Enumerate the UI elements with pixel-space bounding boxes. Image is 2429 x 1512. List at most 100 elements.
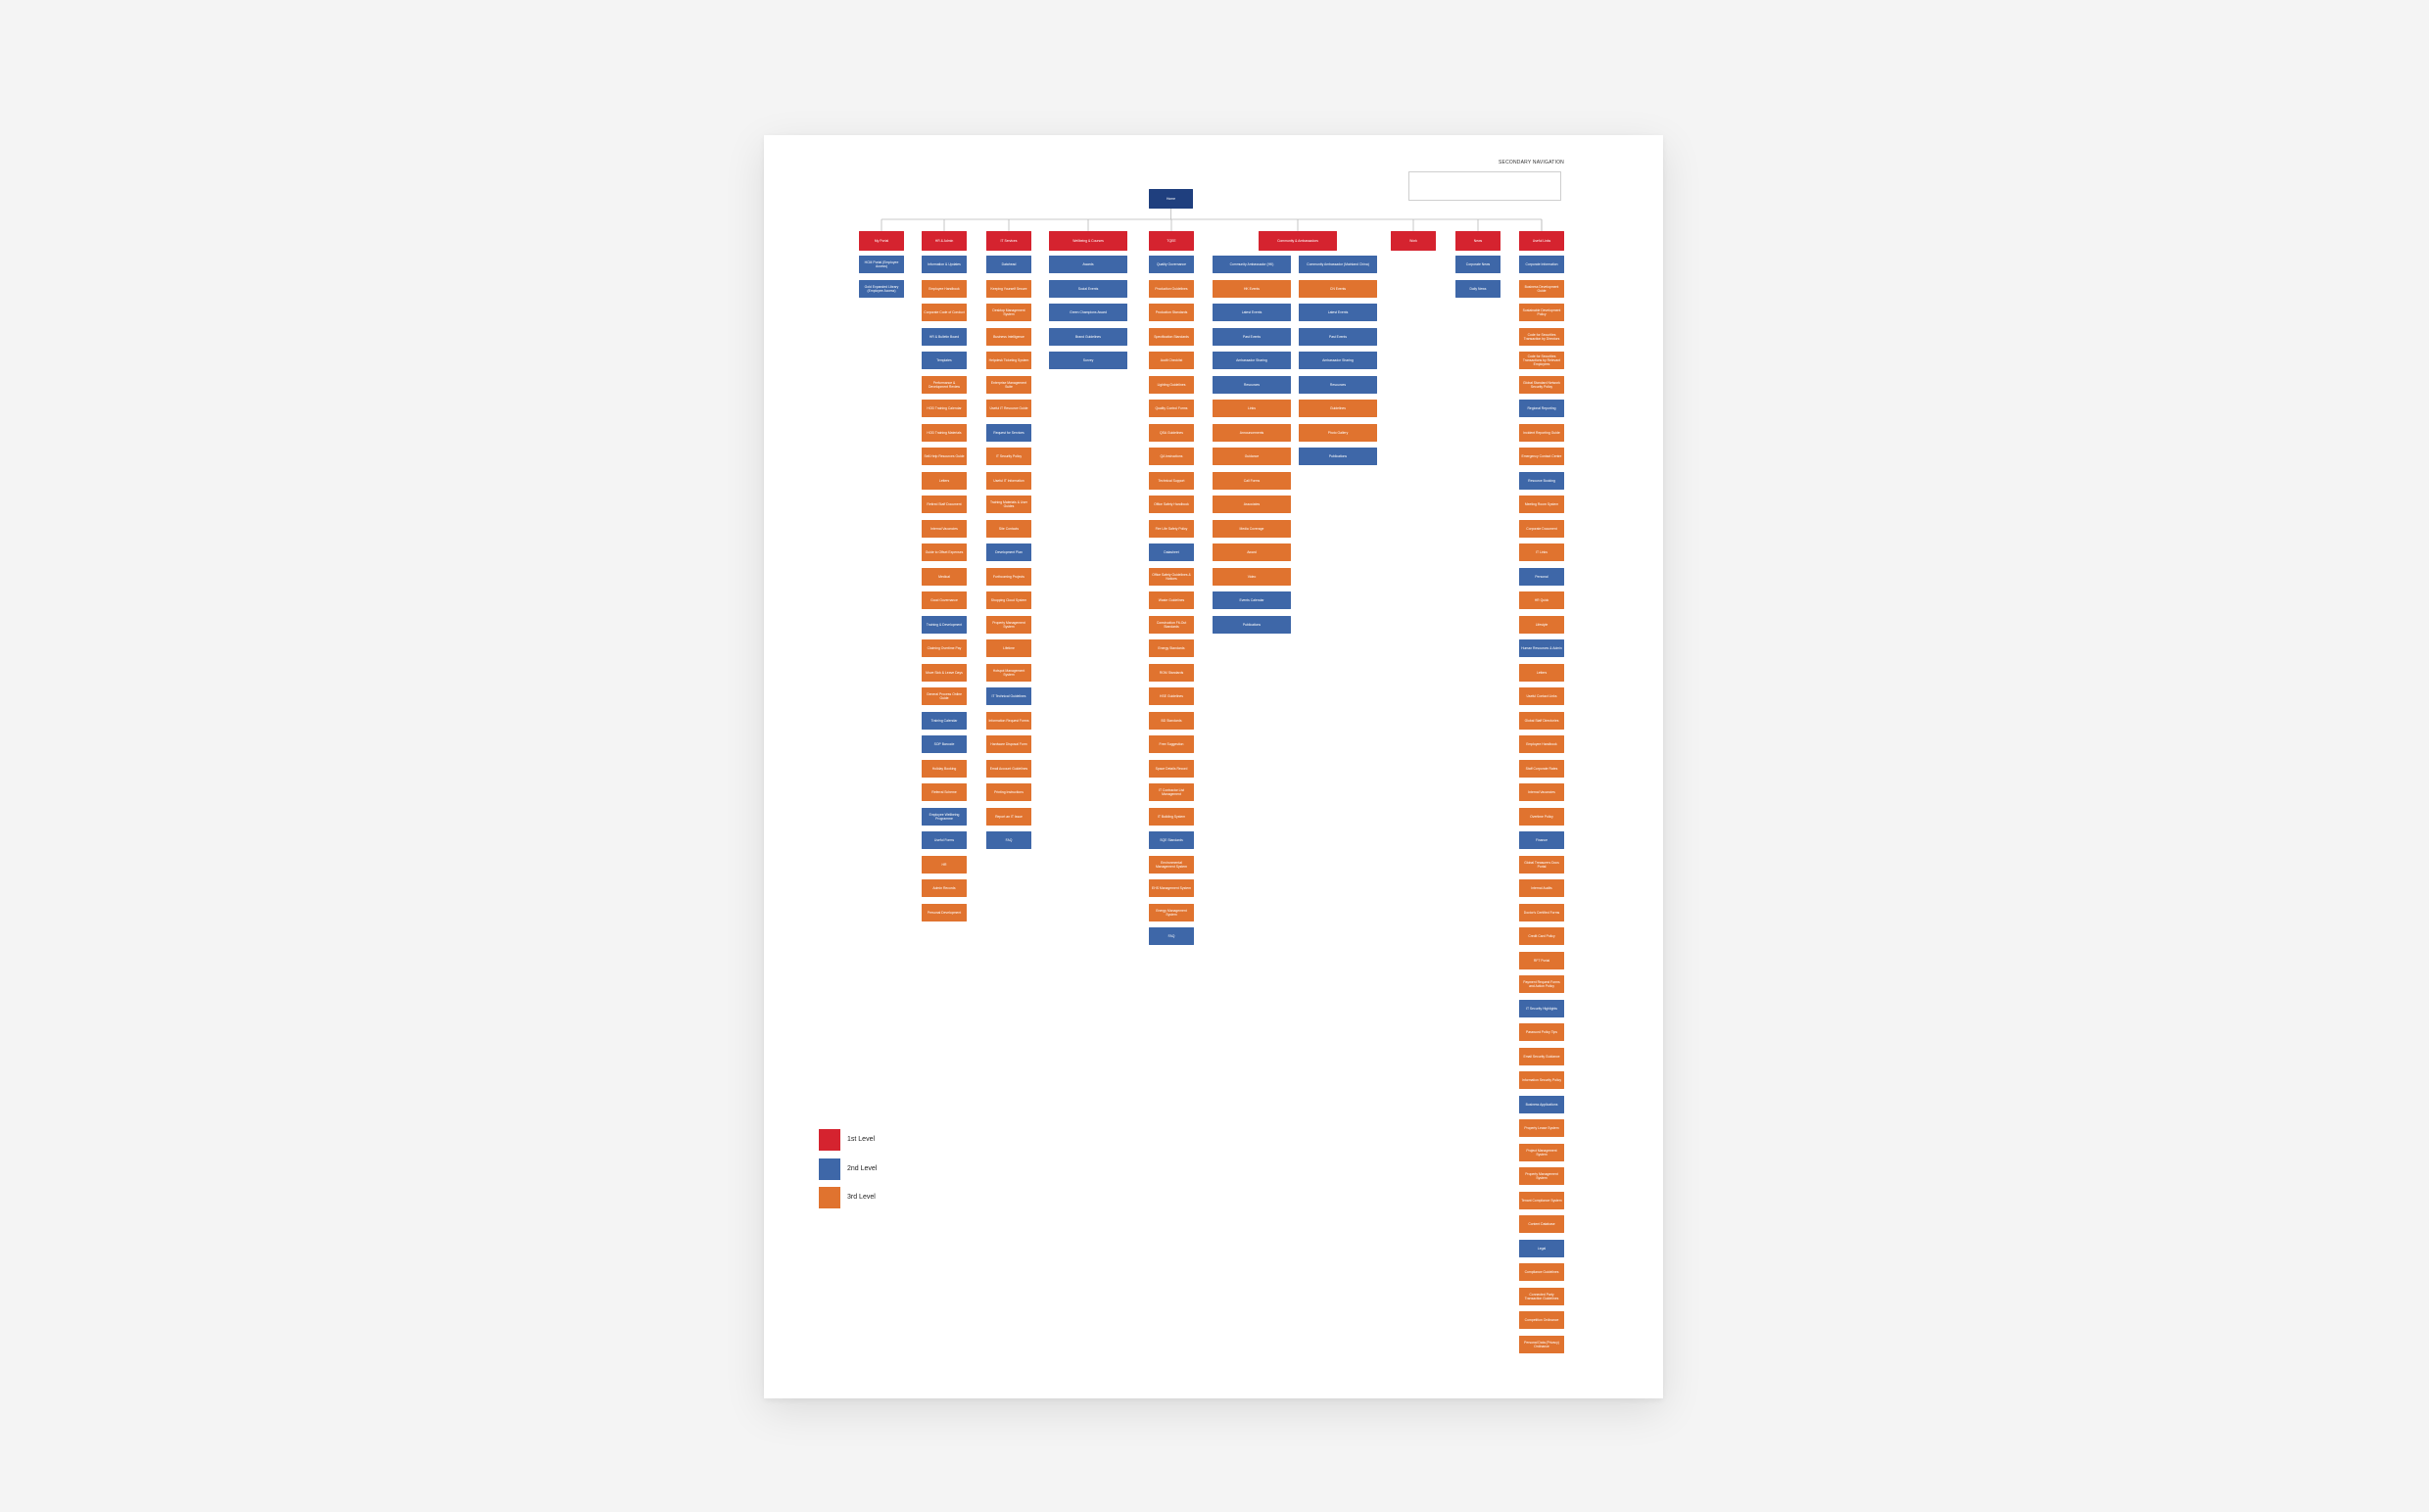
- node-tqee-0: Quality Governance: [1149, 256, 1194, 273]
- node-useful-links-33: Email Security Guidance: [1519, 1047, 1564, 1065]
- node-useful-links-4: Code for Securities Transactions by Rele…: [1519, 352, 1564, 369]
- node-useful-links-35: Business Applications: [1519, 1095, 1564, 1113]
- node-my-portal-1: Gold Expanded Library (Employee Access): [859, 279, 904, 298]
- node-hr-admin-14: Good Governance: [922, 591, 967, 609]
- node-hr-admin-13: Medical: [922, 567, 967, 586]
- node-it-services-12: Development Plan: [986, 543, 1031, 561]
- node-community-cn-7: Photo Gallery: [1299, 423, 1377, 442]
- sitemap-connectors: [881, 209, 1543, 231]
- node-useful-links-28: Credit Card Policy: [1519, 927, 1564, 945]
- node-useful-links-24: Finance: [1519, 831, 1564, 849]
- node-hr-admin-12: Guide to Offset Expenses: [922, 543, 967, 561]
- node-it-services-8: IT Security Policy: [986, 448, 1031, 465]
- legend-swatch-level1: [819, 1129, 840, 1151]
- node-community-cn-0: Community Ambassador (Mainland China): [1299, 256, 1377, 273]
- node-useful-links-5: Global Standard Network Security Policy: [1519, 375, 1564, 394]
- node-useful-links-44: Competition Ordinance: [1519, 1311, 1564, 1329]
- secondary-navigation-frame: [1408, 171, 1561, 201]
- node-wellbeing-courses-4: Survey: [1049, 352, 1127, 369]
- node-tqee-22: IT Contractor List Management: [1149, 783, 1194, 801]
- node-hr-admin-15: Training & Development: [922, 615, 967, 634]
- legend-label-level1: 1st Level: [847, 1136, 876, 1143]
- node-it-services-7: Request for Services: [986, 423, 1031, 442]
- node-useful-links-31: IT Security Highlights: [1519, 999, 1564, 1017]
- node-useful-links-32: Password Policy Tips: [1519, 1023, 1564, 1041]
- node-tqee-23: IT Building System: [1149, 807, 1194, 826]
- node-hr-admin-23: Employee Wellbeing Programme: [922, 807, 967, 826]
- node-tqee-12: Datasheet: [1149, 543, 1194, 561]
- node-it-services-11: Site Contacts: [986, 519, 1031, 538]
- node-it-services-21: Email Account Guidelines: [986, 759, 1031, 778]
- node-useful-links-21: Staff Corporate Rates: [1519, 759, 1564, 778]
- node-hr-admin-16: Claiming Overtime Pay: [922, 639, 967, 657]
- node-news-1: Daily News: [1455, 279, 1500, 298]
- node-community-ambassadors-9: Call Forms: [1213, 471, 1291, 490]
- node-useful-links-17: Letters: [1519, 663, 1564, 682]
- node-useful-links-43: Connected Party Transaction Guidelines: [1519, 1287, 1564, 1305]
- node-community-ambassadors-2: Latest Events: [1213, 304, 1291, 321]
- node-hr-admin-25: HR: [922, 855, 967, 874]
- node-it-services-17: Hotspot Management System: [986, 663, 1031, 682]
- node-hr-admin-1: Employee Handbook: [922, 279, 967, 298]
- node-useful-links-36: Property Lease System: [1519, 1119, 1564, 1137]
- node-tqee-20: Free Suggestion: [1149, 735, 1194, 753]
- node-it-services-18: IT Technical Guidelines: [986, 687, 1031, 705]
- node-it-services-2: Desktop Management System: [986, 304, 1031, 321]
- node-useful-links-27: Doctor's Certified Forms: [1519, 903, 1564, 921]
- legend-swatch-level3: [819, 1187, 840, 1208]
- node-it-services-1: Keeping Yourself Secure: [986, 279, 1031, 298]
- level1-wellbeing-courses: Wellbeing & Courses: [1049, 231, 1127, 251]
- node-hr-admin-20: SOP Barcode: [922, 735, 967, 753]
- node-hr-admin-8: Self-Help Resources Guide: [922, 448, 967, 465]
- node-useful-links-11: Corporate Document: [1519, 519, 1564, 538]
- node-useful-links-37: Project Management System: [1519, 1143, 1564, 1161]
- node-tqee-28: FAQ: [1149, 927, 1194, 945]
- node-tqee-17: RGM Standards: [1149, 663, 1194, 682]
- node-useful-links-12: IT Links: [1519, 543, 1564, 561]
- node-community-ambassadors-11: Media Coverage: [1213, 519, 1291, 538]
- node-tqee-26: EHS Management System: [1149, 879, 1194, 897]
- node-hr-admin-18: General Process Online Guide: [922, 687, 967, 705]
- legend-label-level2: 2nd Level: [847, 1165, 878, 1172]
- node-hr-admin-3: HR & Bulletin Board: [922, 327, 967, 346]
- node-tqee-19: BD Standards: [1149, 711, 1194, 730]
- node-hr-admin-27: Personal Development: [922, 903, 967, 921]
- node-community-ambassadors-6: Links: [1213, 400, 1291, 417]
- node-useful-links-40: Content Database: [1519, 1215, 1564, 1233]
- node-community-ambassadors-5: Resources: [1213, 375, 1291, 394]
- node-wellbeing-courses-2: Green Champions Award: [1049, 304, 1127, 321]
- node-useful-links-3: Code for Securities Transaction by Direc…: [1519, 327, 1564, 346]
- node-community-cn-2: Latest Events: [1299, 304, 1377, 321]
- level1-it-services: IT Services: [986, 231, 1031, 251]
- node-useful-links-15: Lifestyle: [1519, 615, 1564, 634]
- node-community-cn-5: Resources: [1299, 375, 1377, 394]
- node-useful-links-45: Personal Data (Privacy) Ordinance: [1519, 1335, 1564, 1353]
- node-useful-links-22: Internal Vacancies: [1519, 783, 1564, 801]
- node-useful-links-26: Internal Audits: [1519, 879, 1564, 897]
- node-hr-admin-17: Move Sick & Leave Days: [922, 663, 967, 682]
- node-community-ambassadors-8: Guidance: [1213, 448, 1291, 465]
- level1-news: News: [1455, 231, 1500, 251]
- node-tqee-8: QA Instructions: [1149, 448, 1194, 465]
- node-hr-admin-9: Letters: [922, 471, 967, 490]
- node-tqee-2: Production Standards: [1149, 304, 1194, 321]
- node-community-cn-1: CN Events: [1299, 279, 1377, 298]
- home-node: Home: [1149, 189, 1193, 209]
- node-tqee-4: Audit Checklist: [1149, 352, 1194, 369]
- node-my-portal-0: HCM Portal (Employee Access): [859, 256, 904, 273]
- node-useful-links-29: RFT Portal: [1519, 951, 1564, 969]
- node-it-services-19: Information Request Forms: [986, 711, 1031, 730]
- node-hr-admin-24: Useful Forms: [922, 831, 967, 849]
- node-news-0: Corporate News: [1455, 256, 1500, 273]
- node-it-services-20: Hardware Disposal Form: [986, 735, 1031, 753]
- node-useful-links-16: Human Resources & Admin: [1519, 639, 1564, 657]
- node-useful-links-19: Global Staff Directories: [1519, 711, 1564, 730]
- node-useful-links-38: Property Management System: [1519, 1167, 1564, 1185]
- node-tqee-24: SQE Standards: [1149, 831, 1194, 849]
- node-tqee-16: Energy Standards: [1149, 639, 1194, 657]
- node-tqee-13: Office Safety Guidelines & Notices: [1149, 567, 1194, 586]
- node-it-services-4: Helpdesk Ticketing System: [986, 352, 1031, 369]
- node-tqee-9: Technical Support: [1149, 471, 1194, 490]
- node-tqee-14: Waste Guidelines: [1149, 591, 1194, 609]
- node-useful-links-9: Resource Booking: [1519, 471, 1564, 490]
